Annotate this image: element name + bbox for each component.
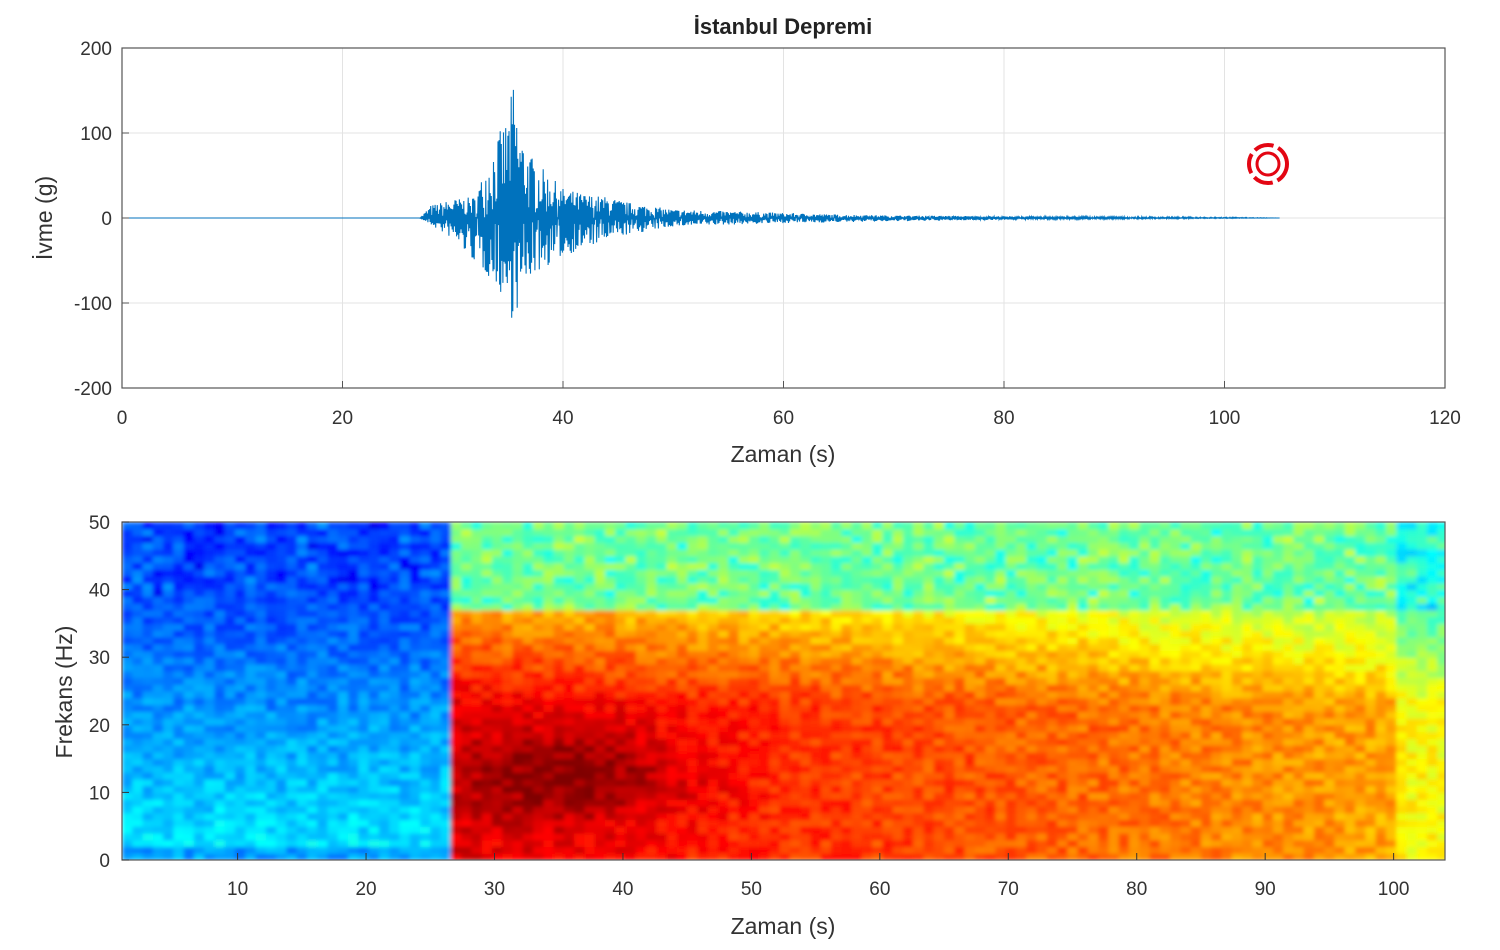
- bottom-y-tick-label: 0: [99, 851, 110, 872]
- bottom-y-axis-label: Frekans (Hz): [51, 626, 77, 759]
- top-x-tick-label: 0: [117, 408, 128, 429]
- bottom-x-tick-label: 80: [1126, 879, 1147, 900]
- bottom-plot-frame: [121, 521, 1446, 861]
- waveform: [122, 89, 1280, 318]
- bottom-x-tick-label: 70: [998, 879, 1019, 900]
- top-x-tick-label: 20: [332, 408, 353, 429]
- bottom-x-axis-label: Zaman (s): [731, 913, 836, 939]
- watermark-text: İHA: [1292, 147, 1351, 185]
- top-y-tick-label: 0: [101, 209, 112, 230]
- bottom-y-tick-label: 40: [89, 581, 110, 602]
- bottom-y-tick-label: 20: [89, 716, 110, 737]
- top-x-tick-label: 120: [1429, 408, 1461, 429]
- bottom-x-tick-label: 100: [1378, 879, 1410, 900]
- bottom-x-tick-label: 90: [1255, 879, 1276, 900]
- chart-title: İstanbul Depremi: [694, 14, 872, 39]
- top-y-axis-label: İvme (g): [31, 176, 57, 260]
- bottom-y-tick-label: 10: [89, 783, 110, 804]
- bottom-x-tick-label: 10: [227, 879, 248, 900]
- top-y-tick-label: -100: [74, 294, 112, 315]
- top-x-tick-label: 60: [773, 408, 794, 429]
- spectrogram: [122, 522, 1445, 860]
- watermark-logo: İHA: [1247, 143, 1351, 185]
- top-ticks: 0 20 40 60 80 100 120 200 100 0 -100 -200: [74, 39, 1461, 429]
- top-y-tick-label: 100: [80, 124, 112, 145]
- top-x-tick-label: 40: [552, 408, 573, 429]
- bottom-x-tick-label: 20: [355, 879, 376, 900]
- bottom-y-tick-label: 30: [89, 648, 110, 669]
- bottom-x-tick-label: 50: [741, 879, 762, 900]
- top-x-tick-label: 80: [993, 408, 1014, 429]
- bottom-x-tick-label: 30: [484, 879, 505, 900]
- top-x-tick-label: 100: [1209, 408, 1241, 429]
- waveform-line: [122, 89, 1280, 318]
- top-x-axis-label: Zaman (s): [731, 441, 836, 467]
- top-y-tick-label: -200: [74, 379, 112, 400]
- bottom-y-tick-label: 50: [89, 513, 110, 534]
- bottom-x-tick-label: 60: [869, 879, 890, 900]
- top-y-tick-label: 200: [80, 39, 112, 60]
- bottom-x-tick-label: 40: [612, 879, 633, 900]
